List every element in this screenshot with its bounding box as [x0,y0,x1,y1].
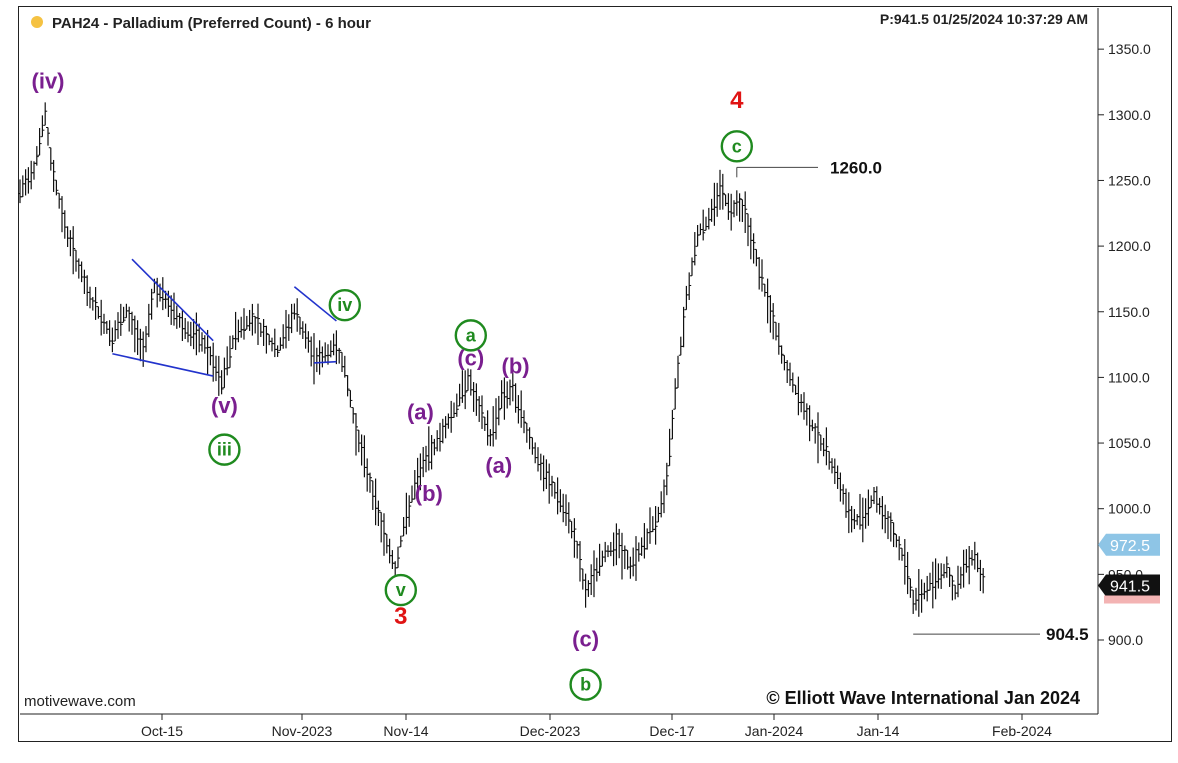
status-readout: P:941.5 01/25/2024 10:37:29 AM [880,11,1088,27]
price-tag: 972.5 [1098,533,1160,556]
wave-label-green: iv [337,295,352,315]
triangle-line [112,352,214,377]
wave-label-purple: (b) [415,481,443,506]
level-label-high: 1260.0 [830,158,882,177]
wave-label-circle [208,433,241,466]
chart-title: PAH24 - Palladium (Preferred Count) - 6 … [52,15,371,32]
wave-label-purple: (b) [502,353,530,378]
level-label-low: 904.5 [1046,625,1089,644]
wave-label-purple: (v) [211,393,238,418]
wave-label-green: v [396,580,406,600]
x-tick-label: Nov-2023 [272,723,333,739]
wave-label-purple: (a) [407,399,434,424]
price-tag-bg [1098,574,1160,597]
wave-label-green: a [466,325,477,345]
wave-label-circle [328,288,361,322]
triangle-line [131,258,214,342]
wave-label-purple: (a) [485,453,512,478]
wave-label-red: 3 [394,603,407,630]
price-tag: 941.5 [1098,574,1160,597]
y-tick-label: 1150.0 [1108,304,1150,320]
wave-label-green: b [580,675,591,695]
price-tag-bg [1098,533,1160,556]
watermark: motivewave.com [24,693,136,710]
y-tick-label: 1000.0 [1108,501,1151,517]
x-tick-label: Oct-15 [141,723,183,739]
wave-label-green: iii [217,440,232,460]
triangle-line [293,286,337,322]
x-tick-label: Nov-14 [383,723,428,739]
copyright: © Elliott Wave International Jan 2024 [766,688,1080,708]
y-tick-label: 1200.0 [1108,238,1151,254]
price-tag-sliver [1104,595,1160,604]
triangle-line [313,360,337,364]
y-tick-label: 900.0 [1108,632,1143,648]
y-tick-label: 1050.0 [1108,435,1151,451]
price-tag-label: 972.5 [1110,538,1150,555]
wave-label-circle [720,130,753,163]
wave-label-green: c [732,136,742,156]
wave-label-purple: (c) [572,627,599,652]
wave-label-red: 4 [730,87,744,114]
annotation-lines: 1260.0 904.5 [112,158,1089,644]
chart-frame [18,6,1172,742]
time-axis: Oct-15 Nov-2023 Nov-14 Dec-2023 Dec-17 Jan-20… [20,713,1098,739]
wave-label-purple: (c) [457,346,484,371]
x-tick-label: Jan-14 [857,723,900,739]
wave-label-purple: (iv) [32,69,65,94]
y-tick-label: 1300.0 [1108,107,1151,123]
wave-label-circle [454,319,487,352]
wave-label-circle [384,573,417,607]
y-tick-label: 1350.0 [1108,41,1151,57]
x-tick-label: Jan-2024 [745,723,804,739]
x-tick-label: Feb-2024 [992,723,1052,739]
x-tick-label: Dec-17 [649,723,694,739]
y-tick-label: 1250.0 [1108,172,1151,188]
y-tick-label: 1100.0 [1108,369,1150,385]
x-tick-label: Dec-2023 [520,723,581,739]
price-tag-label: 941.5 [1110,579,1150,596]
price-axis: 1400.01350.01300.01250.01200.01150.01100… [1097,8,1160,714]
status-dot-icon [31,16,43,28]
wave-label-circle [569,668,602,701]
